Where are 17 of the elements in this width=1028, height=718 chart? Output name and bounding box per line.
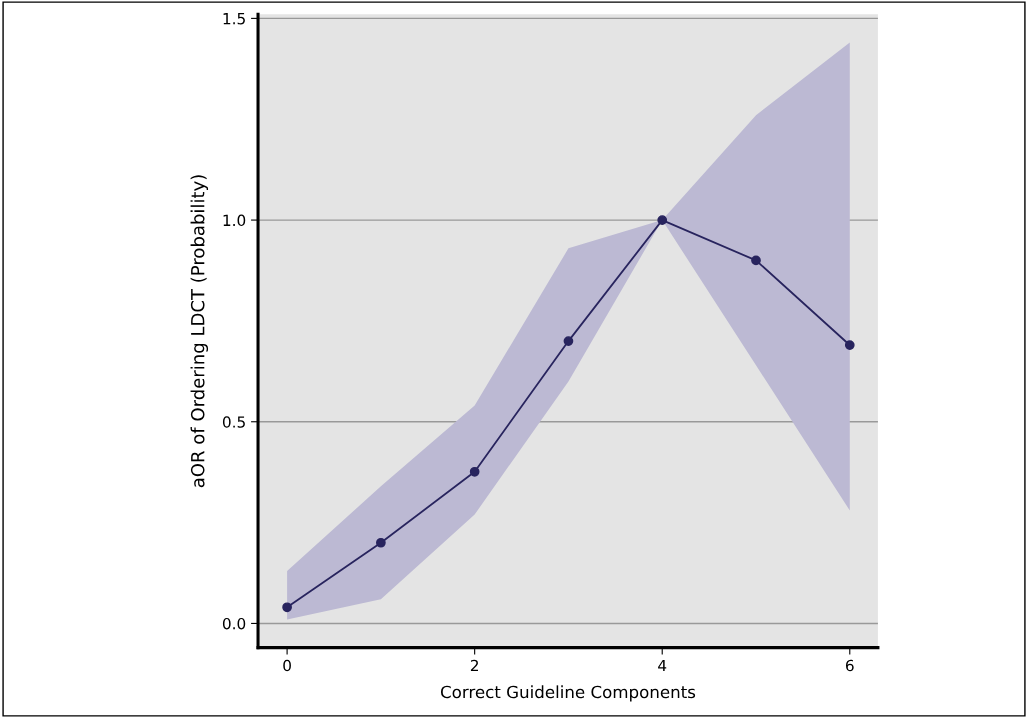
- y-axis-title: aOR of Ordering LDCT (Probability): [190, 175, 209, 488]
- point: [282, 602, 292, 613]
- y-tick-label: 1.5: [223, 13, 245, 25]
- x-tick-label: 0: [283, 659, 291, 672]
- x-tick-label: 6: [845, 659, 854, 672]
- point: [376, 537, 386, 548]
- x-tick-label: 2: [470, 659, 478, 672]
- point: [469, 466, 480, 477]
- y-tick-label: 0.5: [222, 416, 245, 428]
- y-tick-label: 0.0: [222, 617, 246, 630]
- y-tick-label: 1.0: [223, 214, 246, 227]
- point: [844, 340, 855, 350]
- point: [657, 215, 668, 225]
- point: [563, 336, 574, 346]
- x-tick-label: 4: [658, 659, 667, 672]
- point: [751, 255, 761, 266]
- x-axis-title: Correct Guideline Components: [440, 685, 696, 702]
